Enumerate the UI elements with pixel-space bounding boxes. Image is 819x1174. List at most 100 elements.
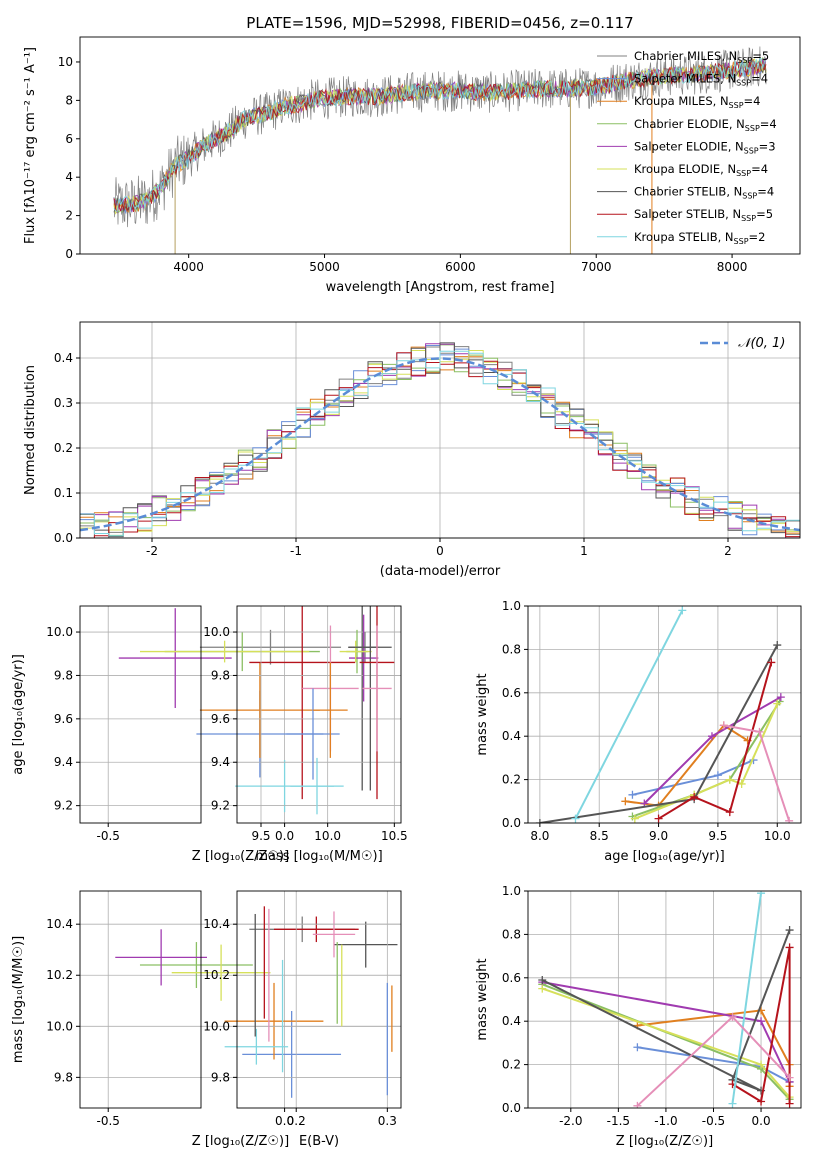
- weight-point-marker: [737, 779, 746, 788]
- weight-series-line: [541, 929, 791, 1092]
- x-tick-label: 8000: [717, 260, 748, 274]
- legend-entry-subscript: SSP: [741, 214, 756, 223]
- x-tick-label: -0.5: [97, 1114, 120, 1128]
- panel-residuals: -2 -1 0 1 2 0.0 0.1 0.2 0.3 0.4 (data-model)/error…: [23, 321, 801, 579]
- model-spectrum-line: [113, 59, 767, 214]
- legend-entry-name: Kroupa MILES, N: [634, 94, 729, 108]
- x-tick-label: 6000: [445, 260, 476, 274]
- plot-frame: [527, 605, 802, 824]
- y-tick-label: 0.3: [54, 396, 73, 410]
- data-point-errorbar: [118, 608, 232, 708]
- weight-point-marker: [773, 699, 782, 708]
- weight-point-marker: [785, 1099, 794, 1108]
- legend-entry-name: Chabrier STELIB, N: [634, 185, 742, 199]
- y-tick-label: 0.6: [502, 971, 521, 985]
- y-tick-label: 0.8: [502, 642, 521, 656]
- y-tick-label: 9.6: [211, 712, 230, 726]
- y-tick-label: 0.8: [502, 927, 521, 941]
- weight-point-marker: [707, 732, 716, 741]
- x-axis-label: (data-model)/error: [380, 564, 501, 579]
- y-tick-label: 9.4: [211, 755, 230, 769]
- legend-entry: Kroupa STELIB, NSSP=2: [634, 230, 765, 246]
- x-tick-label: 0.0: [752, 1114, 771, 1128]
- y-tick-label: 0.2: [502, 1058, 521, 1072]
- weight-point-marker: [571, 814, 580, 823]
- weight-point-marker: [785, 816, 794, 823]
- x-tick-label: -1.0: [654, 1114, 677, 1128]
- y-tick-label: 2: [65, 209, 73, 223]
- y-tick-label: 1.0: [502, 884, 521, 898]
- y-tick-label: 9.8: [54, 1070, 73, 1084]
- y-tick-label: 9.8: [211, 1070, 230, 1084]
- x-tick-label: -1.5: [607, 1114, 630, 1128]
- legend-entry-name: Salpeter ELODIE, N: [634, 139, 744, 153]
- legend-entry-name: Kroupa STELIB, N: [634, 230, 734, 244]
- data-point-errorbar: [362, 625, 392, 752]
- weight-point-marker: [654, 814, 663, 823]
- data-point-errorbar: [349, 614, 379, 702]
- weight-point-marker: [690, 792, 699, 801]
- panel-weight-vs-age: 8.0 8.5 9.0 9.5 10.0 0.0 0.2 0.4 0.6 0.8 1.0 age [l…: [475, 599, 802, 864]
- y-tick-label: 0.6: [502, 686, 521, 700]
- data-point-errorbar: [312, 911, 356, 958]
- data-point-errorbar: [349, 606, 392, 791]
- legend-entry-count: =4: [751, 72, 768, 86]
- legend-entry: Kroupa ELODIE, NSSP=4: [634, 162, 768, 178]
- legend-entry-subscript: SSP: [734, 237, 749, 246]
- plot-frame: [79, 321, 801, 539]
- x-tick-label: 0.0: [275, 1114, 294, 1128]
- weight-point-marker: [621, 797, 630, 806]
- observed-spectrum-line: [113, 46, 767, 228]
- y-tick-label: 9.6: [54, 712, 73, 726]
- weight-point-marker: [713, 771, 722, 780]
- panel-spectrum: 4000 5000 6000 7000 8000 0 2 4 6 8 10 wavelength [A…: [23, 36, 801, 295]
- legend-entry-count: =3: [759, 139, 776, 153]
- y-tick-label: 10.0: [203, 1019, 230, 1033]
- data-point-errorbar: [199, 662, 320, 758]
- weight-point-marker: [757, 891, 766, 898]
- panel-age-vs-mass: 9.5 10.0 10.5 9.2 9.4 9.6 9.8 10.0 mass [log₁₀(M…: [203, 605, 408, 864]
- weight-point-marker: [633, 1043, 642, 1052]
- x-axis-label: mass [log₁₀(M/M☉)]: [255, 849, 382, 864]
- plot-area: [115, 911, 398, 1098]
- x-axis-label: age [log₁₀(age/yr)]: [604, 849, 725, 864]
- x-tick-label: 9.0: [649, 829, 668, 843]
- legend-entry-count: =5: [756, 207, 773, 221]
- weight-point-marker: [785, 1073, 794, 1082]
- plot-area: [538, 891, 794, 1108]
- legend-entry-name: Salpeter MILES, N: [634, 72, 736, 86]
- weight-series-line: [574, 609, 684, 820]
- plot-area: [113, 46, 767, 254]
- residual-histogram: [80, 350, 800, 537]
- weight-point-marker: [725, 808, 734, 817]
- panel-age-vs-Z: -0.5 0.0 9.2 9.4 9.6 9.8 10.0 Z [log₁₀(Z/Z☉)] ag…: [11, 605, 401, 864]
- legend-entry-name: Chabrier ELODIE, N: [634, 117, 745, 131]
- plot-area: [535, 606, 794, 823]
- x-tick-label: 0.2: [287, 1114, 306, 1128]
- x-tick-label: 0: [436, 544, 444, 558]
- data-point-errorbar: [171, 944, 271, 1001]
- y-tick-label: 0.0: [502, 816, 521, 830]
- weight-point-marker: [785, 926, 794, 935]
- data-point-errorbar: [290, 757, 344, 815]
- weight-series-line: [731, 893, 762, 1104]
- legend-entry-name: Salpeter STELIB, N: [634, 207, 741, 221]
- y-tick-label: 8: [65, 93, 73, 107]
- legend-entry-count: =4: [751, 162, 768, 176]
- data-point-errorbar: [242, 1010, 342, 1098]
- legend-entry-subscript: SSP: [737, 56, 752, 65]
- x-tick-label: 2: [724, 544, 732, 558]
- legend-entry: Chabrier STELIB, NSSP=4: [634, 185, 774, 201]
- x-tick-label: 8.5: [590, 829, 609, 843]
- legend-entry-subscript: SSP: [736, 79, 751, 88]
- plot-area: [80, 342, 800, 538]
- x-tick-label: -0.5: [702, 1114, 725, 1128]
- legend-entry: Chabrier ELODIE, NSSP=4: [634, 117, 777, 133]
- x-axis-label: Z [log₁₀(Z/Z☉)]: [616, 1134, 713, 1149]
- weight-point-marker: [678, 606, 687, 615]
- y-tick-label: 0.4: [502, 729, 521, 743]
- x-axis-label: Z [log₁₀(Z/Z☉)]: [192, 849, 289, 864]
- weight-point-marker: [757, 1017, 766, 1026]
- x-tick-label: 5000: [309, 260, 340, 274]
